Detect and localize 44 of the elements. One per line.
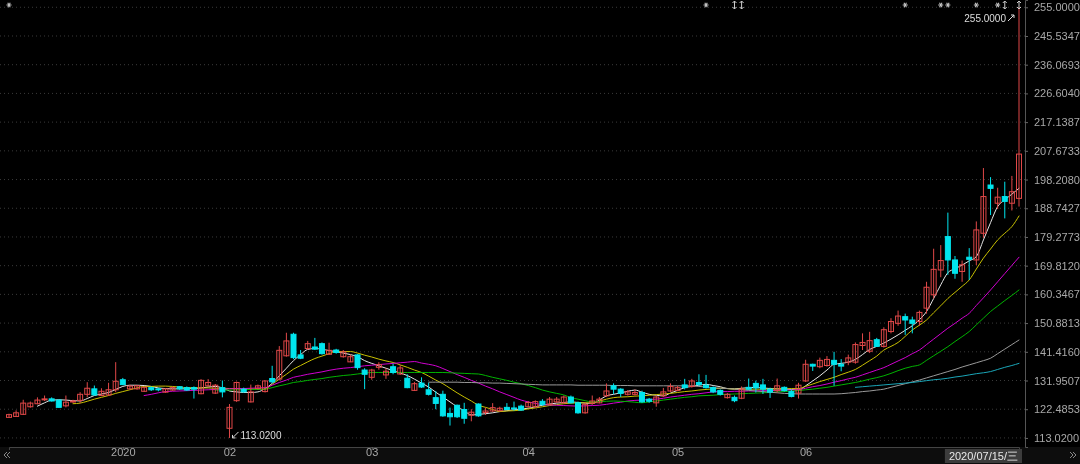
y-tick-label: 236.0693 (1034, 58, 1080, 71)
candlestick (326, 342, 333, 356)
candlestick (994, 187, 1001, 210)
y-tick-label: 217.1387 (1034, 116, 1080, 129)
candlestick (966, 247, 973, 281)
annotation: 255.0000 (964, 13, 1007, 24)
y-tick-label: 245.5347 (1034, 30, 1080, 43)
annotation: 113.0200 (240, 429, 282, 441)
x-tick-label: 03 (366, 446, 379, 459)
x-tick-label: 04 (522, 446, 535, 459)
x-tick-label: 06 (799, 446, 813, 459)
x-tick-label: 02 (223, 446, 237, 459)
candlestick (1001, 181, 1008, 219)
line-series (72, 215, 1020, 413)
candlestick (382, 367, 389, 380)
candlestick (802, 359, 809, 383)
y-tick-label: 150.8813 (1034, 317, 1080, 330)
y-tick-label: 131.9507 (1034, 374, 1080, 387)
text: 2020/07/15/三 (948, 450, 1018, 462)
y-tick-label: 188.7427 (1034, 202, 1080, 215)
line-series (428, 339, 1020, 395)
candlestick (375, 361, 382, 371)
candlestick (226, 403, 233, 439)
y-tick-label: 122.4853 (1034, 403, 1080, 416)
y-tick-label: 169.8120 (1034, 259, 1080, 272)
y-tick-label: 255.0000 (1034, 1, 1080, 14)
candlestick (959, 260, 966, 283)
y-tick-label: 113.0200 (1034, 431, 1080, 444)
x-tick-label: 05 (671, 446, 685, 459)
candlestick (361, 367, 368, 390)
y-tick-label: 141.4160 (1034, 345, 1080, 358)
y-tick-label: 226.6040 (1034, 87, 1080, 100)
y-tick-label: 198.2080 (1034, 173, 1080, 186)
candlestick (233, 381, 240, 403)
x-tick-label: 2020 (111, 446, 136, 459)
candlestick (987, 176, 994, 216)
line-series (214, 289, 1020, 404)
line-series (854, 362, 1020, 388)
candlestick (582, 402, 589, 415)
y-tick-label: 207.6733 (1034, 144, 1080, 157)
line-series (143, 256, 1020, 407)
y-tick-label: 179.2773 (1034, 230, 1080, 243)
candlestick (695, 373, 702, 387)
y-tick-label: 160.3467 (1034, 288, 1080, 301)
